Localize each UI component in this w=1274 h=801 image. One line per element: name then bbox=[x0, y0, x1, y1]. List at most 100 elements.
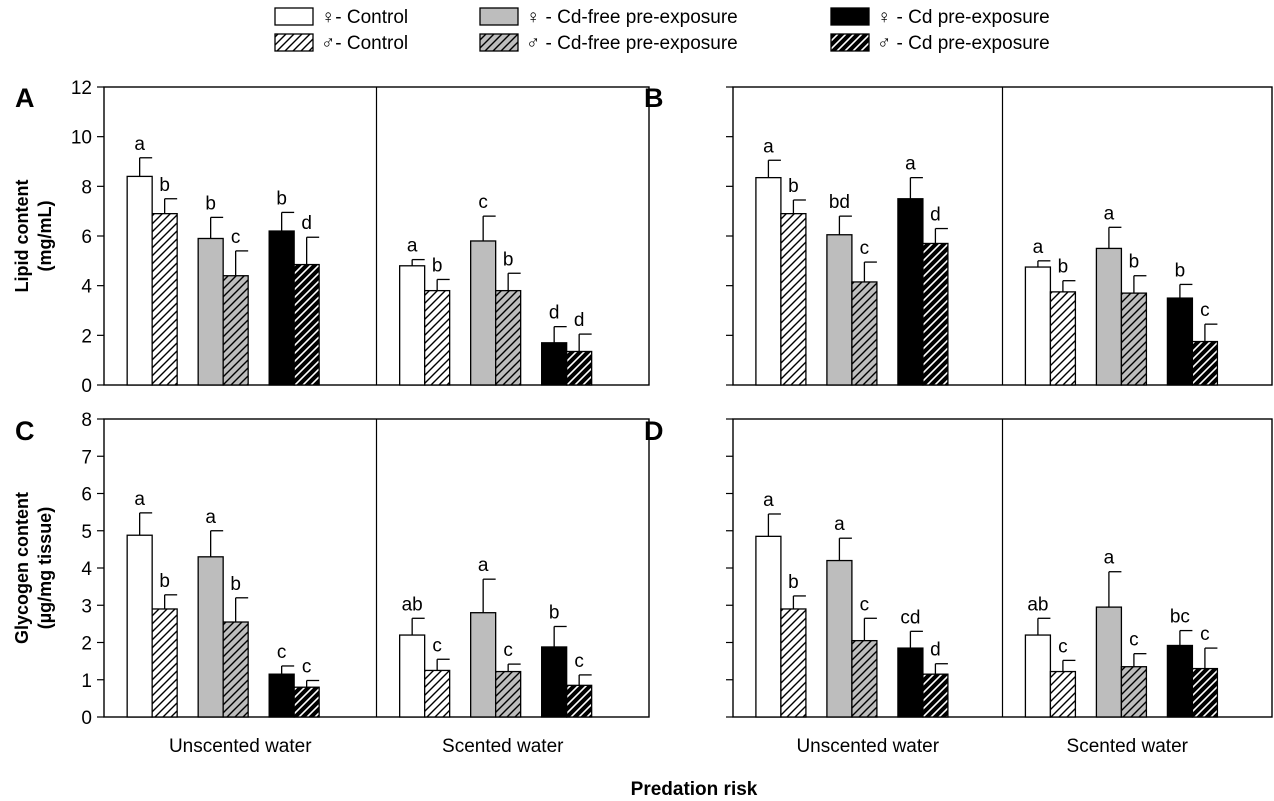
legend-item-female-cdfree: ♀ - Cd-free pre-exposure bbox=[479, 7, 738, 28]
y-tick-label: 5 bbox=[81, 522, 92, 543]
significance-letter: b bbox=[1175, 260, 1186, 281]
panel-letter: B bbox=[644, 83, 664, 113]
significance-letter: c bbox=[432, 635, 442, 656]
y-axis-title: Glycogen content (µg/mg tissue) bbox=[12, 492, 55, 644]
bar-a-male-cdfree-scented bbox=[495, 289, 522, 386]
significance-letter: a bbox=[1104, 548, 1115, 569]
panel-letter: C bbox=[15, 416, 35, 446]
y-axis-title: Lipid content (mg/mL) bbox=[12, 180, 55, 293]
y-tick-label: 10 bbox=[71, 128, 92, 149]
bar-a-male-cdfree-unscented bbox=[222, 275, 249, 386]
significance-letter: d bbox=[930, 205, 941, 226]
y-tick-label: 2 bbox=[81, 326, 92, 347]
legend-label: ♂- Control bbox=[321, 33, 408, 54]
legend-item-female-cd: ♀ - Cd pre-exposure bbox=[830, 7, 1050, 28]
panel-letter: A bbox=[15, 83, 35, 113]
bar-d-male-cdfree-unscented bbox=[851, 639, 878, 718]
significance-letter: b bbox=[205, 193, 216, 214]
legend-item-male-cdfree: ♂ - Cd-free pre-exposure bbox=[479, 33, 738, 54]
bar-d-male-cd-scented bbox=[1191, 667, 1219, 718]
legend-label: ♂ - Cd pre-exposure bbox=[877, 33, 1050, 54]
y-tick-label: 8 bbox=[81, 177, 92, 198]
significance-letter: a bbox=[134, 134, 145, 155]
significance-letter: b bbox=[788, 176, 799, 197]
significance-letter: b bbox=[432, 255, 443, 276]
significance-letter: b bbox=[159, 175, 170, 196]
bar-c-female-control-unscented bbox=[126, 534, 153, 718]
bar-b-female-cdfree-scented bbox=[1095, 247, 1123, 386]
significance-letter: c bbox=[1200, 300, 1210, 321]
legend-swatch bbox=[274, 7, 314, 26]
bar-b-female-control-scented bbox=[1024, 266, 1052, 386]
significance-letter: c bbox=[277, 642, 287, 663]
bar-d-male-control-unscented bbox=[780, 608, 807, 718]
bar-b-male-cd-unscented bbox=[922, 242, 949, 386]
legend-item-male-cd: ♂ - Cd pre-exposure bbox=[830, 33, 1050, 54]
significance-letter: a bbox=[407, 236, 418, 257]
bar-a-male-cd-scented bbox=[566, 350, 593, 386]
category-label: Unscented water bbox=[796, 736, 939, 757]
bar-d-female-cdfree-scented bbox=[1095, 606, 1123, 718]
bar-b-male-control-scented bbox=[1049, 291, 1077, 386]
category-label: Scented water bbox=[1067, 736, 1189, 757]
bar-a-female-cdfree-unscented bbox=[197, 237, 224, 386]
bar-d-female-control-unscented bbox=[755, 535, 782, 718]
bar-d-female-cdfree-unscented bbox=[826, 559, 853, 718]
bar-c-male-cd-unscented bbox=[293, 686, 320, 718]
legend-swatch bbox=[274, 33, 314, 52]
significance-letter: ab bbox=[402, 594, 423, 615]
significance-letter: bd bbox=[829, 192, 850, 213]
significance-letter: b bbox=[230, 574, 241, 595]
y-tick-label: 12 bbox=[71, 78, 92, 99]
bar-c-male-cdfree-scented bbox=[495, 670, 522, 718]
significance-letter: c bbox=[1058, 636, 1068, 657]
significance-letter: ab bbox=[1027, 594, 1048, 615]
significance-letter: d bbox=[301, 213, 312, 234]
legend-swatch bbox=[479, 33, 519, 52]
significance-letter: b bbox=[159, 571, 170, 592]
bar-a-male-control-unscented bbox=[151, 212, 178, 386]
bar-c-male-control-scented bbox=[424, 669, 451, 718]
category-label: Scented water bbox=[442, 736, 564, 757]
significance-letter: c bbox=[1200, 624, 1210, 645]
category-label: Unscented water bbox=[169, 736, 312, 757]
legend-swatch bbox=[830, 7, 870, 26]
bar-a-male-control-scented bbox=[424, 289, 451, 386]
bar-b-female-cd-unscented bbox=[897, 198, 924, 386]
bar-a-female-cdfree-scented bbox=[470, 240, 497, 386]
significance-letter: a bbox=[1104, 203, 1115, 224]
bar-c-female-cdfree-scented bbox=[470, 612, 497, 718]
bar-b-male-cdfree-scented bbox=[1120, 292, 1148, 386]
significance-letter: c bbox=[478, 192, 488, 213]
significance-letter: c bbox=[574, 651, 584, 672]
y-tick-label: 2 bbox=[81, 634, 92, 655]
significance-letter: b bbox=[1058, 257, 1069, 278]
legend-label: ♀ - Cd pre-exposure bbox=[877, 7, 1050, 28]
bar-d-male-cd-unscented bbox=[922, 673, 949, 718]
significance-letter: d bbox=[574, 310, 585, 331]
bar-b-female-cd-scented bbox=[1166, 297, 1194, 386]
y-tick-label: 1 bbox=[81, 671, 92, 692]
y-tick-label: 0 bbox=[81, 708, 92, 729]
bar-d-male-cdfree-scented bbox=[1120, 666, 1148, 718]
significance-letter: b bbox=[276, 188, 287, 209]
bar-d-female-cd-unscented bbox=[897, 647, 924, 718]
significance-letter: a bbox=[205, 507, 216, 528]
significance-letter: d bbox=[930, 640, 941, 661]
bar-a-male-cd-unscented bbox=[293, 263, 320, 386]
significance-letter: a bbox=[478, 555, 489, 576]
bar-a-female-control-unscented bbox=[126, 175, 153, 386]
y-tick-label: 4 bbox=[81, 277, 92, 298]
legend: ♀- Control ♂- Control ♀ - Cd-free pre-expo… bbox=[274, 7, 1050, 54]
significance-letter: a bbox=[1033, 237, 1044, 258]
significance-letter: a bbox=[763, 490, 774, 511]
legend-label: ♀ - Cd-free pre-exposure bbox=[526, 7, 738, 28]
bar-b-male-cd-scented bbox=[1191, 340, 1219, 386]
significance-letter: cd bbox=[900, 607, 920, 628]
y-tick-label: 7 bbox=[81, 447, 92, 468]
bar-c-female-cd-scented bbox=[541, 646, 568, 718]
